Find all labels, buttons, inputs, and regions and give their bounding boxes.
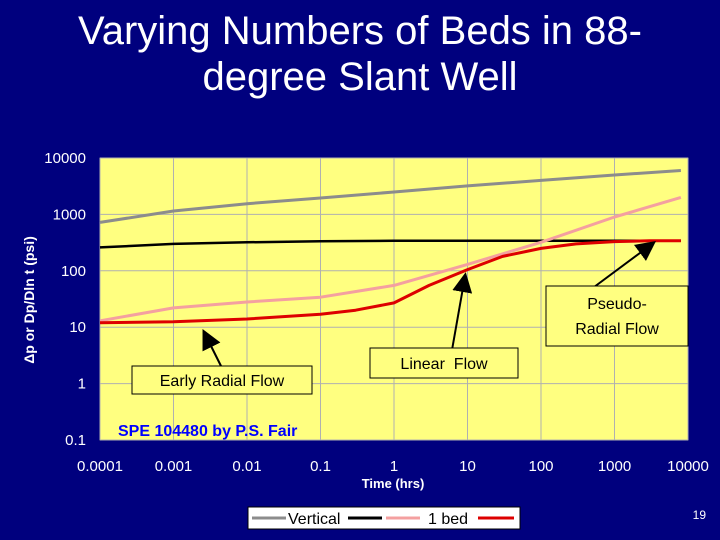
x-tick-label: 0.01: [232, 458, 261, 475]
series-line-vertical: [99, 169, 682, 224]
early-flow-arrow: [202, 329, 223, 369]
pseudo-radial-box: [545, 285, 689, 347]
early-flow-label: Early Radial Flow: [160, 373, 285, 390]
grid: [99, 157, 689, 441]
early-flow-box: [131, 365, 313, 395]
series-line-1: [99, 239, 681, 249]
pseudo-radial-label-2: Radial Flow: [575, 321, 659, 338]
series-line-1-bed: [99, 239, 681, 325]
y-tick-label: 10000: [44, 150, 86, 167]
x-tick-label: 0.1: [310, 458, 331, 475]
x-axis-label: Time (hrs): [362, 476, 425, 491]
series-group: [99, 169, 682, 325]
y-tick-label: 1000: [53, 206, 86, 223]
y-tick-label: 0.1: [65, 432, 86, 449]
title-line-2: degree Slant Well: [202, 55, 518, 99]
linear-flow-arrow: [451, 272, 473, 351]
x-tick-label: 0.0001: [77, 458, 123, 475]
y-tick-label: 100: [61, 263, 86, 280]
source-credit: SPE 104480 by P.S. Fair: [118, 423, 297, 440]
series-line-2: [99, 195, 682, 323]
x-tick-label: 100: [528, 458, 553, 475]
y-tick-labels: 10000 1000 100 10 1 0.1: [44, 150, 86, 449]
y-tick-label: 1: [78, 376, 86, 393]
y-axis-label: Δp or Dp/Dln t (psi): [21, 236, 37, 364]
pseudo-radial-label-1: Pseudo-: [587, 296, 647, 313]
x-tick-label: 1: [390, 458, 398, 475]
page-number: 19: [692, 508, 706, 522]
legend: Vertical 1 bed: [247, 506, 521, 530]
x-tick-label: 10: [459, 458, 476, 475]
linear-flow-box: [369, 347, 519, 379]
linear-flow-label: Linear Flow: [400, 356, 488, 373]
x-tick-label: 10000: [667, 458, 709, 475]
legend-label-1-bed: 1 bed: [428, 511, 468, 528]
slide-title: Varying Numbers of Beds in 88- degree Sl…: [0, 8, 720, 100]
title-line-1: Varying Numbers of Beds in 88-: [78, 9, 642, 53]
x-tick-labels: 0.0001 0.001 0.01 0.1 1 10 100 1000 10000: [77, 458, 709, 475]
legend-box: [247, 506, 521, 530]
legend-label-vertical: Vertical: [288, 511, 340, 528]
x-tick-label: 1000: [598, 458, 631, 475]
x-tick-label: 0.001: [155, 458, 193, 475]
y-tick-label: 10: [69, 319, 86, 336]
